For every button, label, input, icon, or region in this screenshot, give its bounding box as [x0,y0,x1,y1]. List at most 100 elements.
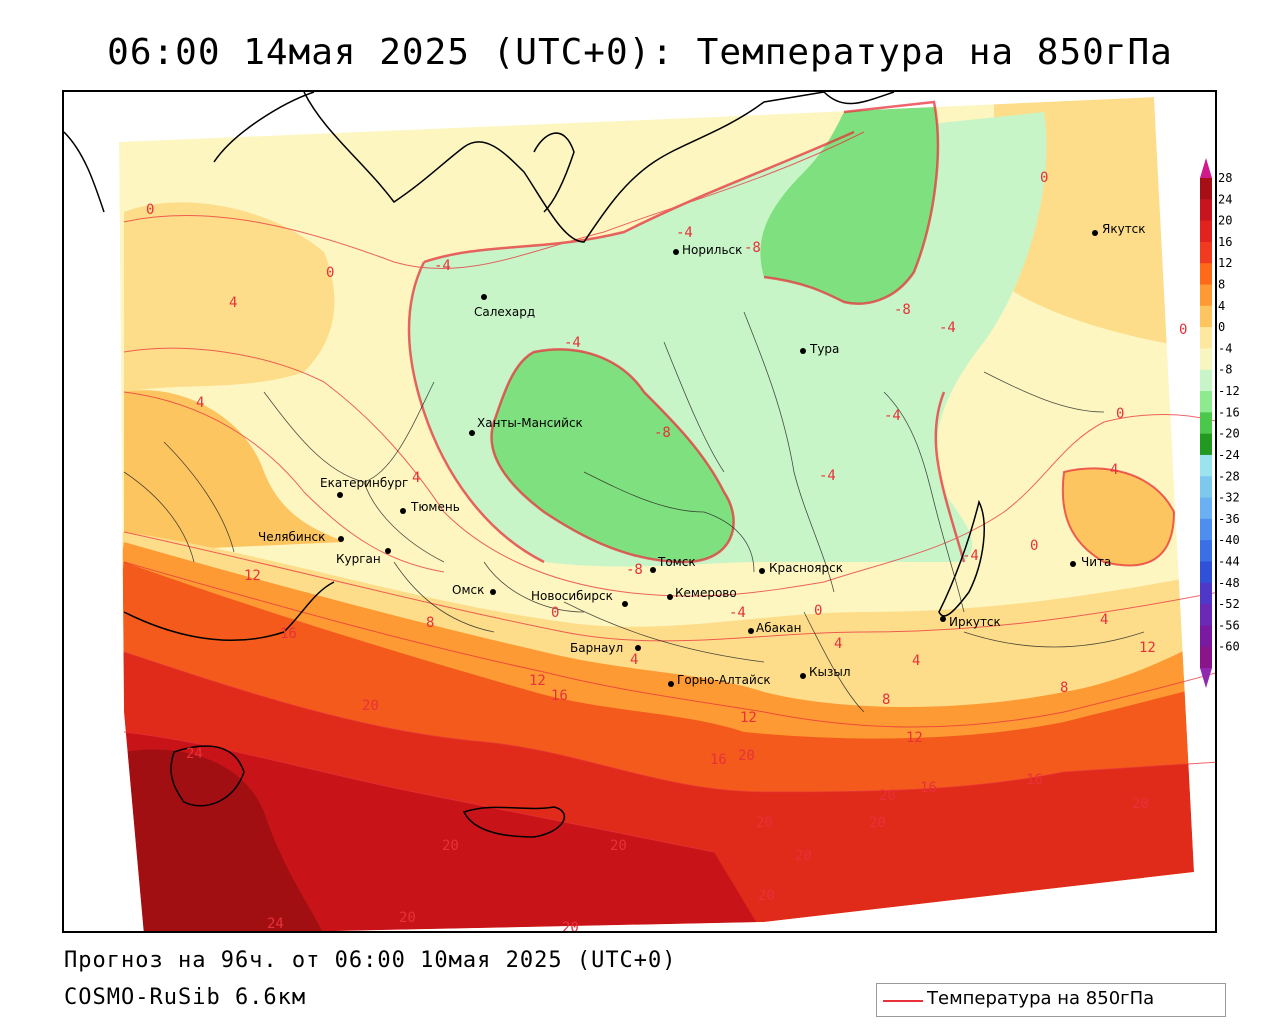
temperature-fill-layer [119,97,1194,931]
contour-label: 20 [362,698,379,714]
colorbar-cell [1200,220,1212,243]
contour-label: -8 [654,425,671,441]
colorbar-cell [1200,412,1212,435]
city-label: Тура [809,342,839,356]
colorbar-cell [1200,199,1212,222]
colorbar-tick-label: -32 [1218,491,1240,505]
contour-label: 8 [1060,680,1068,696]
colorbar-tick-label: -48 [1218,576,1240,590]
city-marker[interactable]: Тюмень [400,500,460,514]
city-marker[interactable]: Челябинск [258,530,344,544]
contour-label: 12 [906,730,923,746]
contour-label: 20 [756,815,773,831]
contour-label: 20 [610,838,627,854]
city-marker[interactable]: Горно-Алтайск [668,673,771,687]
contour-label: 4 [1100,612,1108,628]
city-marker[interactable]: Томск [650,555,696,573]
colorbar-cell [1200,518,1212,541]
city-label: Челябинск [258,530,325,544]
contour-label: -4 [676,225,693,241]
city-marker[interactable]: Омск [452,583,496,597]
city-marker[interactable]: Якутск [1092,222,1146,236]
colorbar-cell [1200,497,1212,520]
city-marker[interactable]: Иркутск [940,615,1001,629]
city-marker[interactable]: Красноярск [759,561,843,575]
temperature-map: 0 0 4 4 -4 -4 -8 -4 -4 0 0 -8 -4 -8 -4 0… [64,92,1215,933]
colorbar-tick-label: 28 [1218,171,1232,185]
city-marker[interactable]: Чита [1070,555,1111,569]
city-label: Иркутск [949,615,1001,629]
colorbar-tick-label: 20 [1218,214,1232,228]
region-borders [123,311,1145,713]
city-label: Ханты-Мансийск [477,416,583,430]
city-marker[interactable]: Барнаул [570,641,641,655]
contour-label: 4 [1110,462,1118,478]
city-marker[interactable]: Абакан [748,621,801,635]
colorbar-tick-label: -40 [1218,533,1240,547]
city-label: Новосибирск [531,589,613,603]
contour-label: -4 [962,548,979,564]
city-marker[interactable]: Тура [800,342,839,356]
map-panel[interactable]: 0 0 4 4 -4 -4 -8 -4 -4 0 0 -8 -4 -8 -4 0… [62,90,1217,933]
colorbar-cell [1200,369,1212,392]
model-name: COSMO-RuSib 6.6км [64,985,307,1010]
colorbar-tick-label: -24 [1218,448,1240,462]
contour-label: 12 [740,710,757,726]
contour-label: 20 [795,848,812,864]
city-label: Кызыл [809,665,851,679]
city-marker[interactable]: Новосибирск [531,589,628,607]
contour-label: 12 [529,673,546,689]
contour-label: 4 [912,653,920,669]
city-marker[interactable]: Салехард [474,294,535,319]
colorbar-cell [1200,582,1212,605]
contour-label: 16 [710,752,727,768]
contour-label: -4 [729,605,746,621]
colorbar-tick-label: -36 [1218,512,1240,526]
contour-label: 16 [920,780,937,796]
colorbar-top-arrow [1200,158,1212,178]
contour-label: 24 [267,916,284,932]
contour-label: 16 [1026,772,1043,788]
city-marker[interactable]: Курган [336,548,391,566]
city-marker[interactable]: Екатеринбург [320,476,408,498]
city-label: Курган [336,552,381,566]
contour-label: 8 [426,615,434,631]
city-label: Томск [657,555,696,569]
colorbar-cell [1200,454,1212,477]
colorbar-tick-label: -8 [1218,363,1232,377]
contour-label: 0 [1040,170,1048,186]
contour-label: 12 [1139,640,1156,656]
legend-line-swatch [883,1000,923,1002]
colorbar-cell [1200,178,1212,200]
contour-label: 20 [869,815,886,831]
contour-label: -4 [884,408,901,424]
colorbar-tick-label: -44 [1218,554,1240,568]
city-marker[interactable]: Ханты-Мансийск [469,416,583,436]
colorbar-tick-label: 4 [1218,299,1225,313]
city-marker[interactable]: Кызыл [800,665,851,679]
contour-label: 0 [551,605,559,621]
contour-label: 20 [879,788,896,804]
colorbar-cell [1200,263,1212,286]
legend-label: Температура на 850гПа [927,988,1155,1009]
colorbar-tick-label: -12 [1218,384,1240,398]
city-marker[interactable]: Кемерово [667,586,737,600]
city-label: Омск [452,583,484,597]
city-label: Екатеринбург [320,476,408,490]
contour-label: 4 [229,295,237,311]
city-label: Чита [1081,555,1111,569]
colorbar-cells [1200,178,1212,669]
map-title: 06:00 14мая 2025 (UTC+0): Температура на… [107,32,1173,73]
contour-label: 16 [551,688,568,704]
contour-label: 0 [146,202,154,218]
colorbar-tick-label: 24 [1218,192,1232,206]
city-label: Красноярск [769,561,843,575]
city-marker[interactable]: Норильск [673,243,742,257]
colorbar-tick-label: -20 [1218,427,1240,441]
contour-label: 4 [834,636,842,652]
contour-label-layer: 0 0 4 4 -4 -4 -8 -4 -4 0 0 -8 -4 -8 -4 0… [146,170,1187,933]
contour-label: 4 [630,652,638,668]
contour-label: -4 [564,335,581,351]
contour-label: 20 [562,920,579,933]
colorbar-tick-label: -52 [1218,597,1240,611]
